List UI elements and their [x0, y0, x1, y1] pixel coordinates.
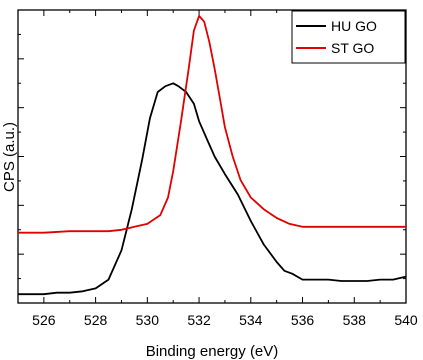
series-line-hu-go — [18, 82, 407, 296]
x-tick-label: 536 — [291, 312, 315, 328]
x-tick-label: 540 — [394, 312, 418, 328]
x-axis-title: Binding energy (eV) — [146, 343, 279, 360]
legend-box — [291, 10, 406, 64]
series-line-st-go — [18, 14, 406, 234]
x-tick-label: 526 — [32, 312, 56, 328]
x-tick-label: 534 — [239, 312, 263, 328]
legend-label: HU GO — [331, 18, 377, 34]
x-tick-label: 532 — [187, 312, 211, 328]
series-group — [18, 14, 407, 296]
x-tick-label: 528 — [84, 312, 108, 328]
x-tick-label: 530 — [136, 312, 160, 328]
tick-group: 526 528 530 532 534 536 538 540 — [17, 10, 418, 328]
legend-label: ST GO — [331, 40, 374, 56]
y-axis-title: CPS (a.u.) — [1, 122, 18, 192]
legend: HU GO ST GO — [291, 10, 406, 64]
x-tick-label: 538 — [343, 312, 367, 328]
